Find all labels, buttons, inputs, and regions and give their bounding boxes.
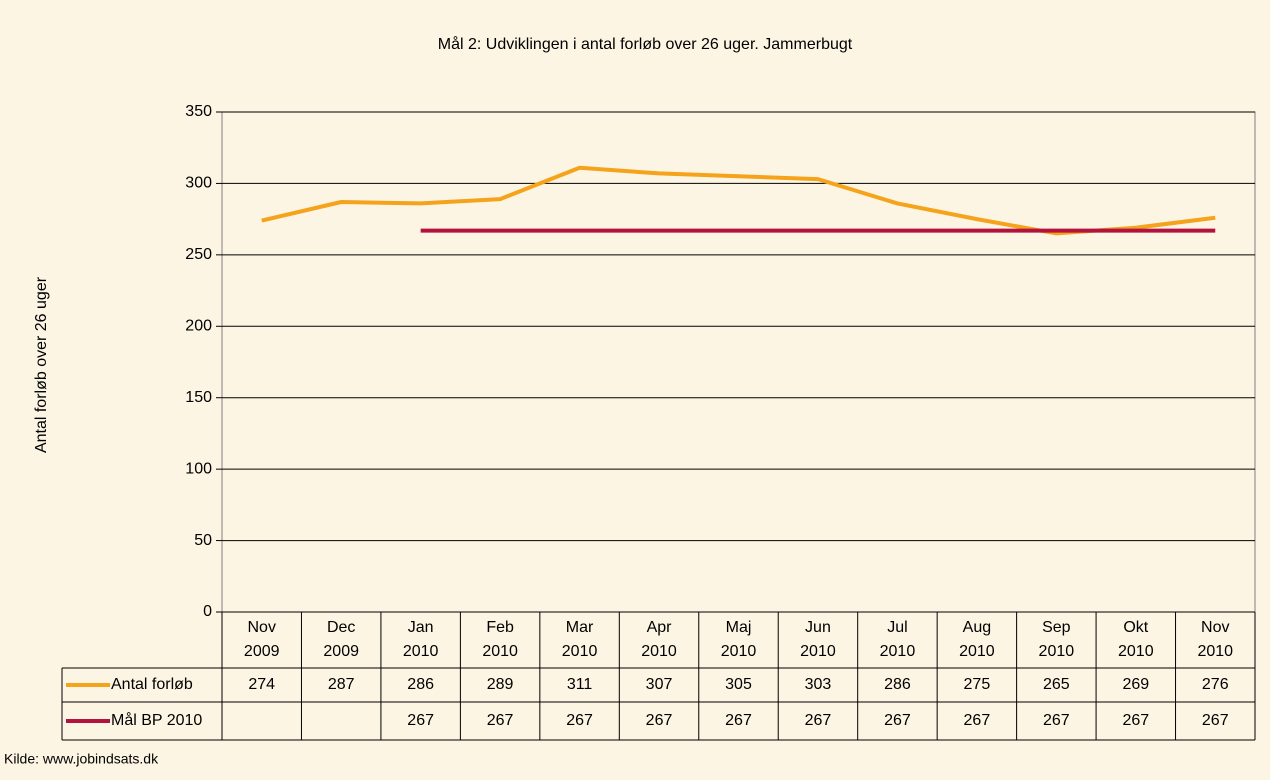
data-label: 303 [805,676,832,693]
data-label: 274 [248,676,275,693]
data-label: 267 [566,712,593,729]
data-label: 276 [1202,676,1229,693]
y-tick-label: 300 [185,175,212,192]
x-tick-label: Apr 2010 [641,619,677,660]
x-tick-label: Maj 2010 [720,619,757,660]
data-label: 305 [725,676,752,693]
data-label: 307 [646,676,673,693]
plot-area [221,111,1256,613]
y-tick-label: 350 [185,103,212,120]
data-label: 267 [1202,712,1229,729]
data-label: 311 [567,676,593,693]
data-label: 269 [1122,676,1149,693]
y-tick-label: 250 [185,246,212,263]
y-tick-label: 200 [185,318,212,335]
data-label: 267 [964,712,991,729]
data-label: 267 [884,712,911,729]
y-tick-label: 0 [203,603,212,620]
data-label: 286 [407,676,434,693]
data-label: 267 [407,712,434,729]
x-tick-label: Dec 2009 [323,619,359,660]
x-tick-label: Mar 2010 [561,619,598,660]
x-tick-label: Nov 2010 [1197,619,1234,660]
x-tick-label: Feb 2010 [482,619,518,660]
x-tick-label: Sep 2010 [1038,619,1075,660]
data-label: 267 [1043,712,1070,729]
x-tick-label: Aug 2010 [959,619,995,660]
data-label: 267 [646,712,673,729]
y-tick-label: 150 [185,389,212,406]
data-label: 275 [964,676,991,693]
data-label: 267 [725,712,752,729]
x-tick-label: Jun 2010 [800,619,836,660]
data-label: 289 [487,676,514,693]
x-tick-label: Jan 2010 [402,619,439,660]
data-label: 286 [884,676,911,693]
chart-title: Mål 2: Udviklingen i antal forløb over 2… [438,35,853,53]
x-tick-label: Nov 2009 [243,619,280,660]
data-label: 267 [487,712,514,729]
data-label: 265 [1043,676,1070,693]
data-label: 267 [1122,712,1149,729]
source: Kilde: www.jobindsats.dk [4,751,159,767]
legend-label: Antal forløb [111,676,193,693]
y-tick-label: 50 [194,532,212,549]
data-label: 267 [805,712,832,729]
legend-label: Mål BP 2010 [111,711,202,729]
x-tick-label: Jul 2010 [879,619,916,660]
x-tick-label: Okt 2010 [1118,619,1154,660]
y-axis-label: Antal forløb over 26 uger [33,276,50,453]
y-tick-label: 100 [185,460,212,477]
data-label: 287 [328,676,355,693]
series-line [261,165,1216,236]
